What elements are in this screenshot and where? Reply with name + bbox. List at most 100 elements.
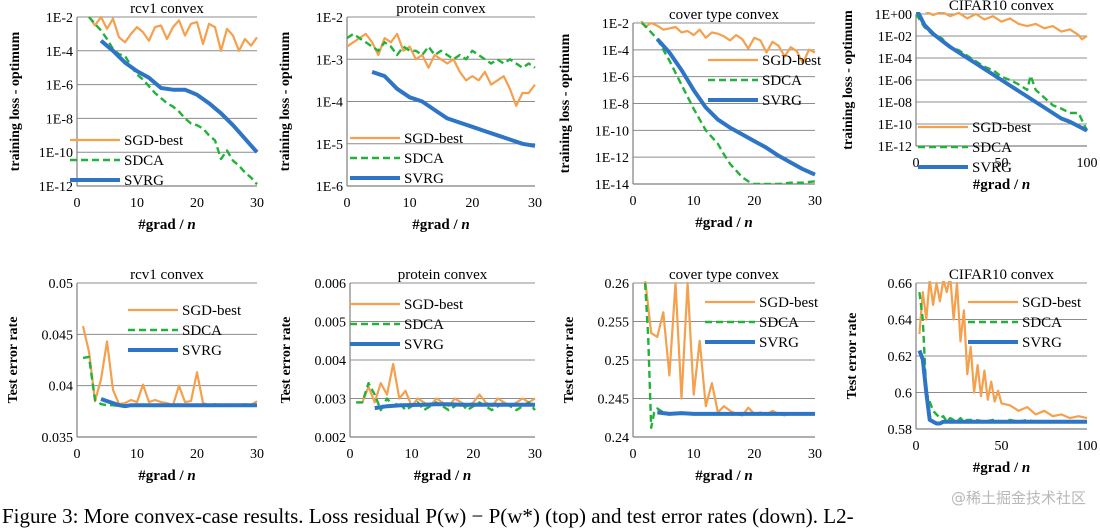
y-tick-label: 0.245: [598, 393, 630, 408]
y-tick-label: 0.006: [315, 277, 347, 292]
y-tick-label: 0.64: [888, 314, 913, 329]
y-axis-label: Test error rate: [562, 317, 577, 404]
legend-label: SGD-best: [182, 303, 242, 319]
y-tick-label: 0.005: [315, 316, 347, 331]
x-tick-label: 10: [687, 447, 701, 462]
x-tick-label: 0: [74, 447, 81, 462]
y-tick-label: 1E-6: [316, 180, 343, 195]
y-axis-label: training loss - optimum: [8, 31, 23, 171]
legend: SGD-best SDCA SVRG: [708, 53, 822, 109]
chart-title: CIFAR10 convex: [949, 0, 1055, 14]
legend: SGD-best SDCA SVRG: [968, 295, 1082, 351]
series-line-sdca: [637, 21, 816, 184]
y-tick-label: 1E-4: [46, 45, 73, 60]
x-tick-label: 50: [995, 439, 1009, 454]
y-tick-label: 1E+00: [875, 8, 912, 23]
x-tick-label: 30: [250, 447, 264, 462]
legend-label: SVRG: [759, 335, 799, 351]
y-axis-label: training loss - optimum: [841, 10, 856, 150]
y-tick-label: 1E-10: [595, 124, 629, 139]
legend-label: SDCA: [759, 315, 799, 331]
legend-label: SGD-best: [759, 295, 819, 311]
y-tick-label: 0.25: [605, 354, 630, 369]
series-line-svrg: [100, 397, 257, 409]
legend-label: SGD-best: [124, 133, 184, 149]
y-tick-label: 1E-5: [316, 138, 343, 153]
series-line-sgd-best: [924, 12, 1088, 41]
y-tick-label: 0.035: [42, 431, 74, 446]
y-tick-label: 1E-4: [316, 96, 343, 111]
chart-3: 1E-14 1E-12 1E-10 1E-8 1E-6 1E-4 1E-2 0 10 20 30 co…: [558, 7, 822, 231]
chart-title: protein convex: [398, 267, 488, 283]
y-axis-label: training loss - optimum: [278, 31, 293, 171]
figure-caption: Figure 3: More convex-case results. Loss…: [2, 504, 854, 528]
legend-label: SVRG: [404, 337, 444, 353]
y-tick-label: 1E-04: [878, 52, 912, 67]
x-tick-label: 0: [630, 194, 637, 209]
legend-label: SVRG: [182, 343, 222, 359]
y-tick-label: 0.045: [42, 328, 74, 343]
series-line-sgd-best: [356, 362, 536, 408]
legend-label: SVRG: [762, 93, 802, 109]
y-tick-label: 1E-2: [316, 11, 343, 26]
x-tick-label: 20: [747, 447, 761, 462]
series-line-sgd-best: [81, 325, 258, 408]
x-axis-label: #grad / n: [414, 468, 472, 484]
y-tick-label: 1E-4: [602, 44, 629, 59]
chart-7: 0.24 0.245 0.25 0.255 0.26 0 10 20 30 cover type …: [562, 267, 822, 484]
legend-label: SDCA: [404, 151, 444, 167]
y-tick-label: 1E-02: [878, 30, 912, 45]
legend-label: SDCA: [182, 323, 222, 339]
legend-label: SVRG: [1022, 335, 1062, 351]
x-tick-label: 0: [913, 156, 920, 171]
legend: SGD-best SDCA SVRG: [705, 295, 819, 351]
x-tick-label: 30: [808, 447, 822, 462]
chart-8: 0.58 0.6 0.62 0.64 0.66 0 50 100 CIFAR10 convex #…: [845, 267, 1098, 476]
y-tick-label: 0.004: [315, 354, 347, 369]
y-axis-label: training loss - optimum: [558, 33, 573, 173]
legend: SGD-best SDCA SVRG: [350, 297, 464, 353]
legend: SGD-best SDCA SVRG: [918, 120, 1032, 176]
y-tick-label: 1E-10: [39, 146, 73, 161]
x-tick-label: 10: [405, 447, 419, 462]
series-line-svrg: [916, 12, 1088, 133]
chart-6: 0.002 0.003 0.004 0.005 0.006 0 10 20 30 protein …: [279, 267, 542, 484]
x-tick-label: 10: [687, 194, 701, 209]
series-line-svrg: [374, 402, 535, 411]
y-tick-label: 0.05: [49, 277, 74, 292]
legend-label: SDCA: [1022, 315, 1062, 331]
y-tick-label: 1E-8: [602, 98, 629, 113]
y-tick-label: 0.003: [315, 393, 347, 408]
x-tick-label: 10: [130, 196, 144, 211]
y-tick-label: 1E-3: [316, 53, 343, 68]
x-tick-label: 10: [403, 196, 417, 211]
chart-4: 1E-12 1E-10 1E-08 1E-06 1E-04 1E-02 1E+00 0 50 10…: [841, 0, 1098, 193]
y-tick-label: 0.58: [888, 423, 913, 438]
figure-canvas: 1E-12 1E-10 1E-8 1E-6 1E-4 1E-2 0 10 20 30 rcv1 co…: [6, 0, 1098, 484]
series-line-svrg: [655, 37, 816, 177]
x-tick-label: 50: [995, 156, 1009, 171]
x-tick-label: 0: [347, 447, 354, 462]
legend-label: SDCA: [762, 73, 802, 89]
x-tick-label: 100: [1077, 156, 1098, 171]
chart-title: cover type convex: [669, 7, 779, 23]
x-axis-label: #grad / n: [138, 217, 196, 233]
legend: SGD-best SDCA SVRG: [128, 303, 242, 359]
legend-label: SGD-best: [1022, 295, 1082, 311]
legend-label: SVRG: [124, 173, 164, 189]
series-line-svrg: [371, 70, 536, 148]
legend-label: SGD-best: [762, 53, 822, 69]
x-axis-label: #grad / n: [695, 468, 753, 484]
series-line-sgd-best: [918, 281, 1088, 420]
y-tick-label: 0.002: [315, 431, 347, 446]
y-tick-label: 1E-2: [602, 17, 629, 32]
chart-title: rcv1 convex: [130, 1, 204, 17]
y-tick-label: 0.62: [888, 350, 913, 365]
x-tick-label: 30: [808, 194, 822, 209]
x-tick-label: 20: [190, 447, 204, 462]
series-line-sdca: [918, 291, 1087, 423]
legend: SGD-best SDCA SVRG: [70, 133, 184, 189]
x-tick-label: 0: [630, 447, 637, 462]
chart-1: 1E-12 1E-10 1E-8 1E-6 1E-4 1E-2 0 10 20 30 rcv1 co…: [8, 1, 264, 233]
x-tick-label: 30: [528, 196, 542, 211]
